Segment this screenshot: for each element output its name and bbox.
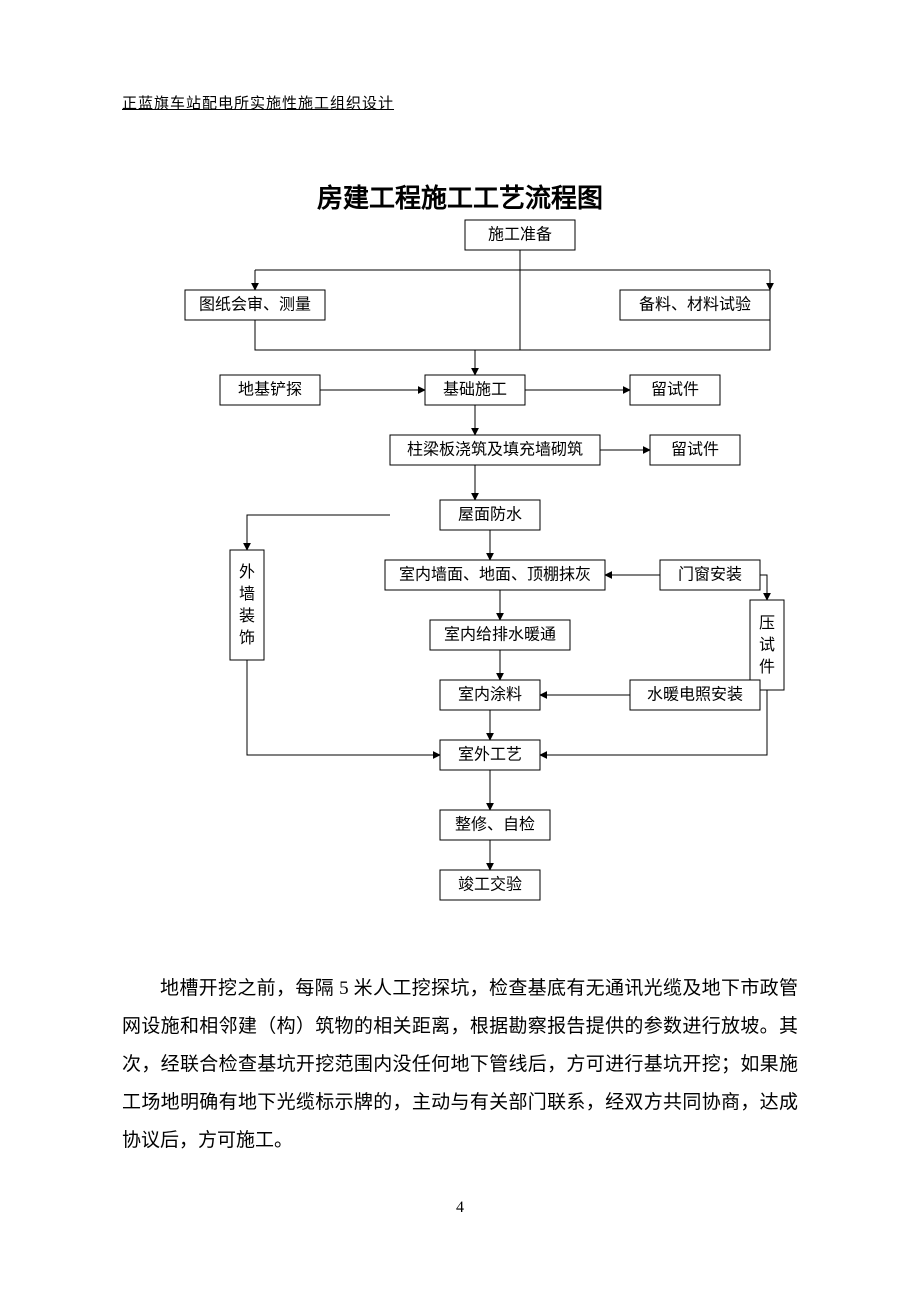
svg-text:墙: 墙 bbox=[239, 585, 255, 603]
flow-node: 屋面防水 bbox=[440, 500, 540, 530]
flow-node: 留试件 bbox=[630, 375, 720, 405]
svg-text:图纸会审、测量: 图纸会审、测量 bbox=[199, 296, 311, 314]
svg-text:室外工艺: 室外工艺 bbox=[458, 746, 522, 764]
flow-edge bbox=[760, 575, 767, 600]
svg-text:整修、自检: 整修、自检 bbox=[455, 816, 535, 834]
svg-text:装: 装 bbox=[239, 607, 255, 625]
page-number: 4 bbox=[0, 1199, 920, 1217]
paragraph-text: 地槽开挖之前，每隔 5 米人工挖探坑，检查基底有无通讯光缆及地下市政管网设施和相… bbox=[122, 970, 798, 1160]
svg-text:室内涂料: 室内涂料 bbox=[458, 686, 522, 704]
flow-node: 留试件 bbox=[650, 435, 740, 465]
svg-text:室内给排水暖通: 室内给排水暖通 bbox=[444, 626, 556, 644]
page-header: 正蓝旗车站配电所实施性施工组织设计 bbox=[122, 92, 394, 113]
svg-text:施工准备: 施工准备 bbox=[488, 226, 552, 244]
flow-node: 水暖电照安装 bbox=[630, 680, 760, 710]
flow-node: 室内给排水暖通 bbox=[430, 620, 570, 650]
svg-text:柱梁板浇筑及填充墙砌筑: 柱梁板浇筑及填充墙砌筑 bbox=[407, 441, 583, 459]
flow-node: 图纸会审、测量 bbox=[185, 290, 325, 320]
flow-edge bbox=[255, 320, 770, 350]
svg-text:水暖电照安装: 水暖电照安装 bbox=[647, 686, 743, 704]
flow-node: 竣工交验 bbox=[440, 870, 540, 900]
svg-text:基础施工: 基础施工 bbox=[443, 381, 507, 399]
body-paragraph: 地槽开挖之前，每隔 5 米人工挖探坑，检查基底有无通讯光缆及地下市政管网设施和相… bbox=[122, 970, 798, 1160]
svg-text:备料、材料试验: 备料、材料试验 bbox=[639, 296, 751, 314]
svg-text:外: 外 bbox=[239, 563, 255, 581]
svg-text:屋面防水: 屋面防水 bbox=[458, 506, 522, 524]
nodes: 施工准备图纸会审、测量备料、材料试验地基铲探基础施工留试件柱梁板浇筑及填充墙砌筑… bbox=[185, 220, 784, 900]
page: 正蓝旗车站配电所实施性施工组织设计 房建工程施工工艺流程图 施工准备图纸会审、测… bbox=[0, 0, 920, 1302]
flow-node: 柱梁板浇筑及填充墙砌筑 bbox=[390, 435, 600, 465]
svg-text:压: 压 bbox=[759, 615, 775, 632]
flow-node: 基础施工 bbox=[425, 375, 525, 405]
svg-text:试: 试 bbox=[759, 636, 775, 654]
flowchart: 施工准备图纸会审、测量备料、材料试验地基铲探基础施工留试件柱梁板浇筑及填充墙砌筑… bbox=[130, 210, 800, 910]
svg-text:留试件: 留试件 bbox=[671, 441, 719, 459]
flow-edge bbox=[247, 660, 440, 755]
flow-node: 压试件 bbox=[750, 600, 784, 690]
flow-node: 整修、自检 bbox=[440, 810, 550, 840]
svg-text:件: 件 bbox=[759, 658, 775, 676]
svg-text:竣工交验: 竣工交验 bbox=[458, 876, 522, 894]
flow-node: 施工准备 bbox=[465, 220, 575, 250]
svg-text:地基铲探: 地基铲探 bbox=[238, 381, 302, 399]
flow-node: 备料、材料试验 bbox=[620, 290, 770, 320]
flow-node: 室外工艺 bbox=[440, 740, 540, 770]
flow-node: 室内涂料 bbox=[440, 680, 540, 710]
flow-node: 室内墙面、地面、顶棚抹灰 bbox=[385, 560, 605, 590]
svg-text:室内墙面、地面、顶棚抹灰: 室内墙面、地面、顶棚抹灰 bbox=[399, 566, 591, 584]
flow-edge bbox=[247, 515, 390, 550]
flow-node: 外墙装饰 bbox=[230, 550, 264, 660]
flow-node: 地基铲探 bbox=[220, 375, 320, 405]
svg-text:留试件: 留试件 bbox=[651, 381, 699, 399]
flow-node: 门窗安装 bbox=[660, 560, 760, 590]
svg-text:饰: 饰 bbox=[239, 629, 255, 647]
svg-text:门窗安装: 门窗安装 bbox=[678, 566, 742, 584]
